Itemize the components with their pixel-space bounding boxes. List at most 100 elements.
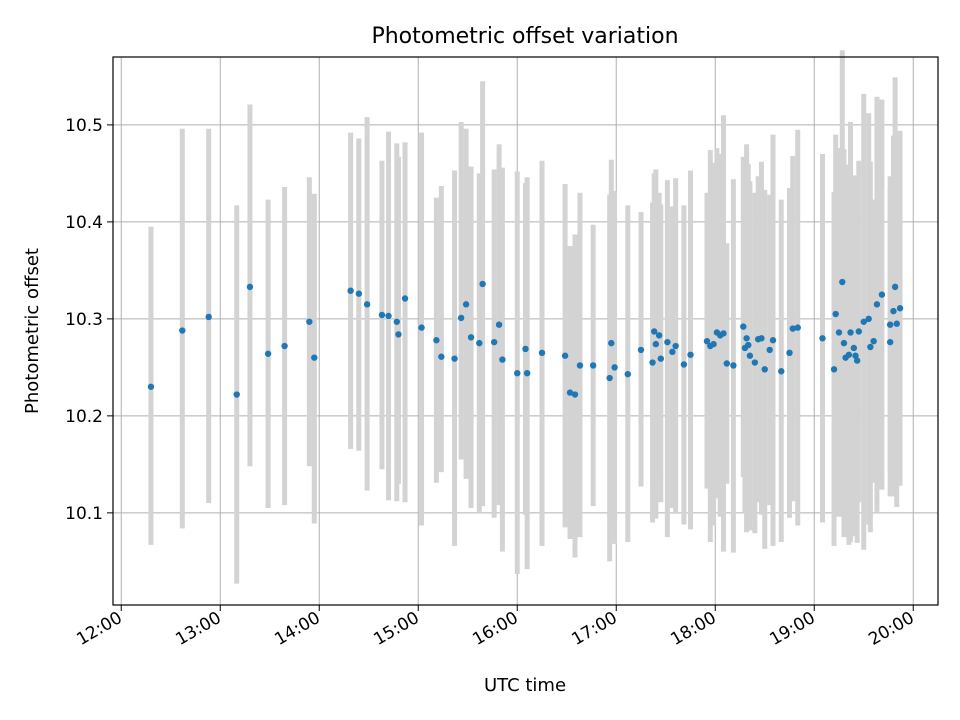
data-point [778,368,785,375]
data-point [867,343,874,351]
data-point [246,283,254,291]
y-tick-label: 10.5 [65,116,103,136]
data-point [720,330,727,337]
data-point [886,338,894,346]
data-point [723,360,730,367]
data-point [566,389,574,396]
data-point [886,321,894,328]
data-point [853,357,861,364]
data-point [479,280,486,288]
data-point [657,355,664,362]
data-point [873,301,881,308]
data-point [522,345,529,353]
y-axis-label: Photometric offset [22,248,43,414]
data-point [847,329,854,336]
data-point [306,318,313,325]
data-point [347,287,354,294]
data-point [281,342,288,350]
data-point [311,354,318,361]
chart-title: Photometric offset variation [371,24,678,49]
data-point [786,349,793,357]
data-point [758,335,765,342]
data-point [746,352,754,359]
data-point [835,329,843,336]
data-point [233,391,240,398]
data-point [355,290,363,297]
data-point [606,374,613,382]
data-point [476,339,483,347]
data-point [839,278,846,286]
data-point [840,339,848,347]
data-point [852,352,859,359]
data-point [576,362,584,369]
data-point [743,335,750,342]
data-point [819,335,826,342]
y-tick-label: 10.2 [65,407,103,427]
data-point [740,323,747,330]
data-point [891,283,899,291]
data-point [832,310,839,318]
data-point [769,337,777,344]
data-point [490,338,498,346]
data-point [378,311,386,319]
data-point [451,355,458,362]
data-point [611,364,618,371]
data-point [893,320,900,327]
data-point [845,351,853,358]
data-point [637,346,645,354]
data-point [878,291,886,298]
data-point [393,318,400,325]
data-point [589,362,597,369]
data-point [264,350,272,357]
data-point [789,325,796,332]
data-point [363,301,371,308]
data-point [462,301,470,308]
data-point [766,346,773,354]
data-point [890,307,897,315]
data-point [538,349,546,357]
data-point [652,340,660,348]
data-point [385,312,392,320]
data-point [672,342,679,350]
data-point [205,313,212,321]
data-point [499,356,506,363]
data-point [669,348,676,356]
data-point [655,332,663,339]
data-point [896,305,904,312]
data-point [147,383,155,390]
data-point [664,338,671,346]
data-point [561,352,569,359]
y-tick-label: 10.3 [65,310,103,330]
y-axis-ticks: 10.1 10.2 10.3 10.4 10.5 [65,116,113,524]
data-point [395,331,402,338]
data-point [830,366,838,373]
data-point [418,324,425,331]
data-point [179,327,186,334]
data-point [571,391,579,398]
plot-frame [112,56,939,606]
data-point [730,362,737,369]
data-point [438,353,445,360]
y-tick-label: 10.1 [65,504,103,524]
y-tick-label: 10.4 [65,213,103,233]
data-point [680,361,688,368]
data-point [751,359,759,366]
data-point [850,344,858,352]
data-point [761,366,768,373]
data-point [865,315,872,323]
data-point [433,337,440,344]
data-point [514,369,521,377]
data-point [457,314,465,322]
data-point [745,341,752,349]
data-point [608,339,615,347]
data-point [467,334,475,341]
data-point [401,295,409,302]
data-point [794,324,801,331]
data-point [624,370,631,378]
data-point [870,337,877,345]
data-point [687,351,694,358]
data-point [495,321,503,328]
data-points [147,278,904,398]
data-point [860,318,867,325]
